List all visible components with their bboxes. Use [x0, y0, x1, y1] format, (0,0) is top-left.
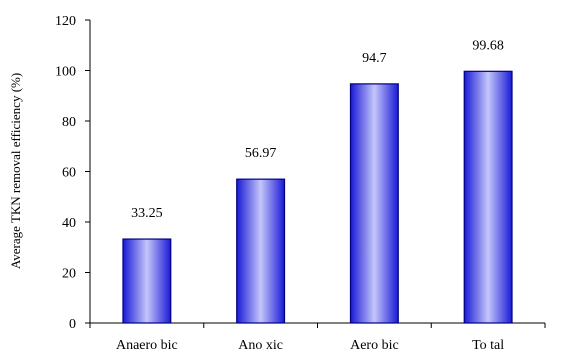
- bar-aerobic: [349, 83, 399, 324]
- y-tick-label: 100: [55, 65, 76, 80]
- bar-total: [463, 70, 513, 324]
- category-label-anoxic: Ano xic: [238, 338, 283, 353]
- y-tick-label: 40: [62, 216, 76, 231]
- data-label-anaerobic: 33.25: [131, 206, 163, 221]
- data-labels: 33.25 56.97 94.7 99.68: [131, 38, 504, 221]
- y-tick-label: 20: [62, 267, 76, 282]
- y-tick-label: 120: [55, 14, 76, 29]
- y-tick-label: 0: [69, 317, 76, 332]
- bar-anaerobic: [122, 238, 172, 324]
- y-axis-title: Average TKN removal efficiency (%): [8, 73, 23, 269]
- category-label-anaerobic: Anaero bic: [116, 338, 178, 353]
- category-labels: Anaero bic Ano xic Aero bic To tal: [116, 338, 504, 353]
- bars: [122, 70, 513, 324]
- x-ticks: [89, 323, 546, 328]
- data-label-aerobic: 94.7: [362, 51, 387, 66]
- data-label-total: 99.68: [472, 38, 504, 53]
- data-label-anoxic: 56.97: [245, 146, 277, 161]
- category-label-total: To tal: [472, 338, 504, 353]
- category-label-aerobic: Aero bic: [350, 338, 399, 353]
- y-ticks: 0 20 40 60 80 100 120: [55, 14, 90, 332]
- y-tick-label: 60: [62, 166, 76, 181]
- y-tick-label: 80: [62, 115, 76, 130]
- bar-anoxic: [236, 178, 286, 324]
